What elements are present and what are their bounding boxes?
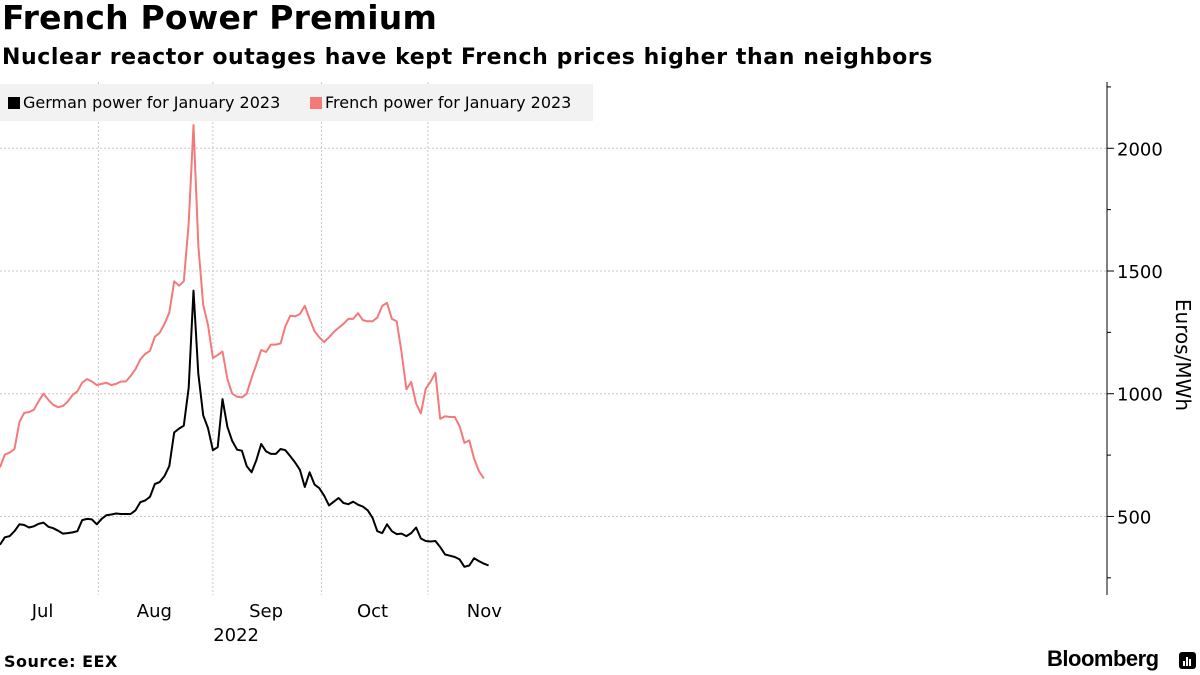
bloomberg-terminal-icon	[1179, 652, 1196, 669]
legend-item-german: German power for January 2023	[8, 93, 280, 112]
legend-item-french: French power for January 2023	[310, 93, 571, 112]
chart-subtitle: Nuclear reactor outages have kept French…	[2, 45, 934, 70]
y-tick-label: 2000	[1117, 139, 1163, 160]
y-axis-title: Euros/MWh	[1171, 299, 1195, 411]
x-tick-label: Nov	[467, 601, 502, 622]
y-tick-label: 1500	[1117, 262, 1163, 283]
legend-label-german: German power for January 2023	[23, 93, 281, 112]
x-tick-label: Jul	[31, 601, 54, 622]
chart-title: French Power Premium	[2, 0, 438, 37]
legend-swatch-german	[8, 97, 20, 109]
series-line-german	[0, 289, 489, 568]
bloomberg-logo: Bloomberg	[1047, 646, 1159, 671]
legend-label-french: French power for January 2023	[325, 93, 572, 112]
legend-swatch-french	[310, 97, 322, 109]
x-tick-label: Sep	[249, 601, 283, 622]
source-note: Source: EEX	[4, 652, 118, 671]
legend: German power for January 2023 French pow…	[0, 84, 593, 121]
y-tick-label: 1000	[1117, 385, 1163, 406]
x-tick-label: Aug	[137, 601, 172, 622]
y-tick-label: 500	[1117, 507, 1151, 528]
x-axis-year-label: 2022	[213, 625, 259, 646]
series-line-french	[0, 124, 485, 479]
x-tick-label: Oct	[357, 601, 388, 622]
